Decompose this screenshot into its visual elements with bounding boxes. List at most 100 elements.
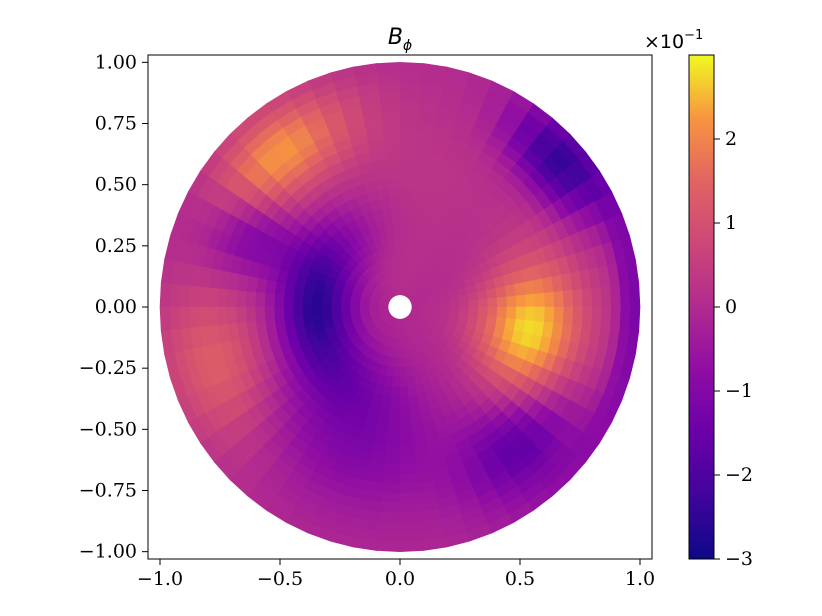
field-cell — [534, 306, 546, 322]
field-cell — [391, 376, 401, 388]
field-cell — [467, 313, 479, 323]
field-cell — [216, 306, 228, 326]
field-cell — [226, 289, 238, 308]
field-cell — [378, 521, 401, 533]
field-cell — [216, 288, 228, 308]
field-cell — [378, 511, 401, 523]
colorbar-tick-label: −1 — [725, 380, 753, 402]
y-tick-label: 0.25 — [95, 235, 137, 257]
field-cell — [399, 482, 419, 494]
field-cell — [487, 306, 498, 318]
field-cell — [376, 540, 401, 552]
field-cell — [359, 302, 370, 308]
field-cell — [399, 415, 412, 427]
field-cell — [385, 444, 401, 456]
y-tick-label: −1.00 — [79, 541, 137, 563]
field-cell — [391, 216, 401, 228]
field-cell — [629, 282, 641, 308]
field-cell — [393, 357, 401, 368]
field-cell — [610, 284, 622, 308]
field-cell — [376, 62, 401, 74]
field-cell — [399, 492, 420, 504]
field-cell — [399, 178, 413, 190]
field-cell — [553, 306, 565, 324]
colorbar-tick-label: 2 — [725, 128, 737, 150]
field-cell — [178, 306, 190, 330]
field-cell — [384, 149, 401, 161]
y-tick-label: 1.00 — [95, 51, 137, 73]
field-cell — [409, 198, 422, 210]
colorbar — [689, 55, 714, 559]
field-cell — [387, 424, 401, 436]
field-cell — [477, 306, 489, 317]
field-cell — [188, 306, 200, 329]
field-cell — [543, 306, 555, 323]
field-cell — [399, 453, 416, 465]
field-cell — [506, 295, 517, 308]
field-cell — [283, 295, 294, 308]
field-cell — [399, 216, 409, 228]
field-cell — [273, 294, 285, 308]
field-cell — [399, 197, 411, 209]
field-cell — [543, 291, 555, 308]
field-cell — [399, 473, 418, 485]
field-cell — [399, 265, 405, 276]
field-cell — [458, 306, 470, 315]
field-cell — [390, 207, 401, 219]
field-cell — [391, 226, 401, 238]
field-cell — [572, 306, 584, 326]
field-cell — [468, 298, 479, 308]
y-tick-label: 0.75 — [95, 113, 137, 135]
field-cell — [515, 294, 527, 308]
field-cell — [562, 289, 574, 308]
field-cell — [399, 444, 415, 456]
colorbar-tick-label: −2 — [725, 464, 753, 486]
field-cell — [581, 287, 593, 308]
field-cell — [399, 395, 410, 407]
field-cell — [399, 463, 417, 475]
field-cell — [382, 473, 401, 485]
field-cell — [553, 290, 565, 308]
field-cell — [392, 367, 401, 378]
field-cell — [515, 306, 527, 320]
field-cell — [383, 463, 401, 475]
field-cell — [591, 286, 603, 308]
field-cell — [283, 306, 294, 319]
field-cell — [321, 298, 332, 308]
y-tick-label: −0.25 — [79, 357, 137, 379]
field-cell — [525, 306, 536, 321]
field-cell — [525, 293, 536, 308]
y-tick-label: 0.50 — [95, 174, 137, 196]
x-axis: −1.0 −0.5 0.0 0.5 1.0 — [137, 559, 655, 590]
field-cell — [386, 168, 401, 180]
field-cell — [408, 207, 420, 220]
field-cell — [399, 100, 421, 113]
y-tick-label: −0.75 — [79, 479, 137, 501]
field-cell — [506, 306, 517, 319]
field-cell — [349, 301, 361, 308]
field-cell — [390, 395, 401, 407]
x-tick-label: 1.0 — [625, 568, 655, 590]
field-cell — [382, 129, 401, 141]
field-cell — [399, 434, 414, 446]
field-cell — [399, 81, 422, 93]
field-cell — [302, 296, 313, 308]
field-cell — [377, 530, 401, 543]
field-cell — [399, 187, 412, 199]
x-tick-label: 0.0 — [385, 568, 415, 590]
field-cell — [399, 129, 418, 141]
colorbar-tick-label: 1 — [725, 212, 737, 234]
field-cell — [399, 530, 423, 543]
field-cell — [399, 71, 423, 84]
field-cell — [381, 482, 401, 494]
field-cell — [610, 306, 622, 330]
field-disk — [159, 62, 641, 552]
field-cell — [169, 306, 181, 331]
field-cell — [399, 158, 415, 170]
field-cell — [380, 394, 392, 407]
field-cell — [384, 375, 394, 387]
colorbar-axis: −3 −2 −1 0 1 2 — [714, 128, 753, 570]
field-cell — [311, 306, 323, 317]
field-cell — [159, 282, 171, 308]
field-cell — [394, 347, 401, 359]
